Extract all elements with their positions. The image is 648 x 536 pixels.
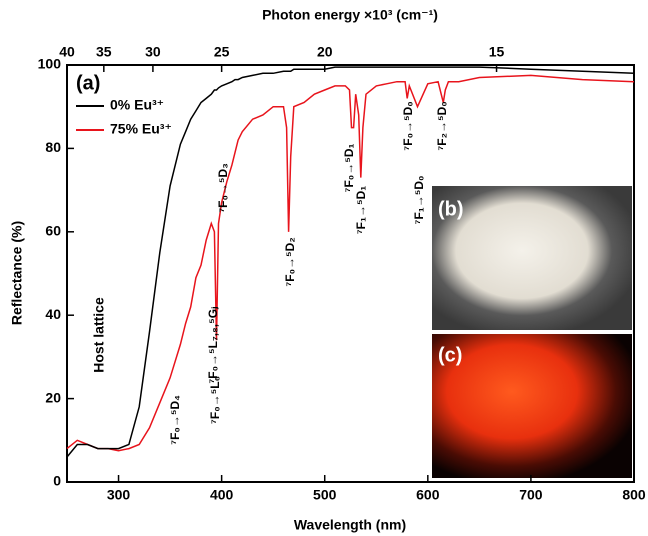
inset-photo (432, 186, 632, 330)
y-tick-label: 80 (45, 139, 61, 155)
x2-tick-label: 15 (489, 44, 505, 60)
annotation: ⁷F₀→⁵D₄ (168, 395, 182, 445)
x-tick-label: 700 (519, 487, 543, 503)
x2-tick-label: 20 (317, 44, 333, 60)
annotation: ⁷F₁→⁵D₀ (412, 176, 426, 225)
inset-label: (b) (438, 198, 464, 220)
x2-tick-label: 25 (214, 44, 230, 60)
x2-tick-label: 30 (145, 44, 161, 60)
annotation: ⁷F₂→⁵D₀ (435, 101, 449, 150)
inset-label: (c) (438, 344, 462, 366)
annotation: ⁷F₁→⁵D₁ (354, 186, 368, 235)
annotation: ⁷F₀→⁵L₆ (208, 376, 222, 424)
annotation: ⁷F₀→⁵D₁ (342, 143, 356, 192)
x-tick-label: 800 (622, 487, 646, 503)
y-tick-label: 0 (53, 473, 61, 489)
x-tick-label: 400 (210, 487, 234, 503)
x-tick-label: 600 (416, 487, 440, 503)
annotation: ⁷F₀→⁵D₃ (216, 163, 230, 213)
annotation: ⁷F₀→⁵D₂ (283, 237, 297, 286)
x-tick-label: 500 (313, 487, 337, 503)
y-tick-label: 40 (45, 306, 61, 322)
annotation: Host lattice (91, 297, 107, 373)
annotation: ⁷F₀→⁵D₀ (401, 101, 415, 150)
x2-tick-label: 40 (59, 44, 75, 60)
panel-label: (a) (76, 72, 100, 94)
legend-label: 0% Eu³⁺ (110, 97, 164, 113)
x2-tick-label: 35 (96, 44, 112, 60)
legend-label: 75% Eu³⁺ (110, 121, 172, 137)
y-tick-label: 60 (45, 223, 61, 239)
y-tick-label: 20 (45, 389, 61, 405)
inset-photo (432, 334, 632, 478)
series-line (66, 66, 635, 458)
y-tick-label: 100 (38, 56, 62, 72)
annotation: ⁷F₀→⁵L₇,₈,⁵Gⱼ (206, 306, 220, 383)
x-tick-label: 300 (107, 487, 131, 503)
top-axis-title: Photon energy ×10³ (cm⁻¹) (262, 7, 438, 23)
x-axis-title: Wavelength (nm) (294, 517, 406, 533)
series-line (66, 74, 635, 452)
plot-frame (66, 64, 635, 483)
y-axis-title: Reflectance (%) (9, 221, 25, 325)
